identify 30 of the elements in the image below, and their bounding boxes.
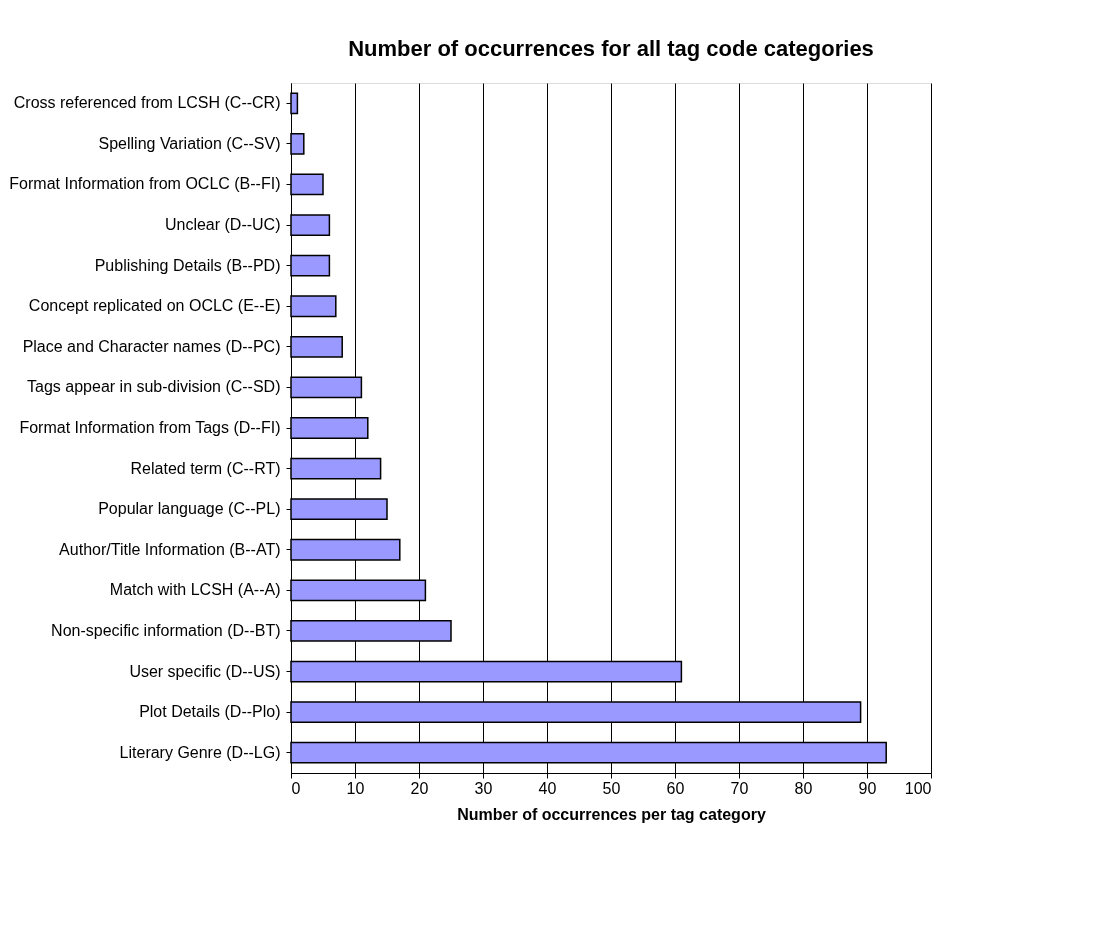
- x-tick-label: 30: [474, 779, 493, 797]
- y-tick-label: Concept replicated on OCLC (E--E): [28, 297, 281, 315]
- y-tick-label: Unclear (D--UC): [164, 216, 281, 234]
- y-tick-label: Publishing Details (B--PD): [94, 256, 281, 274]
- y-tick-label: Non-specific information (D--BT): [51, 621, 281, 639]
- y-tick-label: Place and Character names (D--PC): [22, 337, 281, 355]
- x-tick-label: 40: [538, 779, 557, 797]
- x-tick-label: 60: [666, 779, 685, 797]
- x-tick-label: 90: [858, 779, 877, 797]
- y-tick-label: Popular language (C--PL): [98, 500, 281, 518]
- y-tick-label: Plot Details (D--Plo): [139, 703, 281, 721]
- x-tick-label: 70: [730, 779, 749, 797]
- x-tick-label: 100: [904, 779, 932, 797]
- y-tick-label: Format Information from Tags (D--FI): [19, 419, 281, 436]
- y-tick-label: User specific (D--US): [129, 662, 281, 680]
- x-axis-title: Number of occurrences per tag category: [457, 805, 766, 823]
- y-tick-label: Cross referenced from LCSH (C--CR): [13, 94, 281, 112]
- y-tick-label: Related term (C--RT): [130, 459, 281, 477]
- y-tick-label: Tags appear in sub-division (C--SD): [27, 378, 281, 396]
- x-tick-label: 80: [794, 779, 813, 797]
- chart-title: Number of occurrences for all tag code categories: [348, 36, 874, 61]
- x-tick-label: 20: [410, 779, 429, 797]
- y-tick-label: Format Information from OCLC (B--FI): [9, 175, 281, 193]
- y-tick-label: Match with LCSH (A--A): [109, 581, 281, 599]
- x-tick-label: 50: [602, 779, 621, 797]
- y-tick-label: Literary Genre (D--LG): [119, 743, 281, 761]
- x-tick-label: 0: [291, 779, 301, 797]
- x-tick-label: 10: [346, 779, 365, 797]
- y-tick-label: Author/Title Information (B--AT): [59, 540, 281, 558]
- y-tick-label: Spelling Variation (C--SV): [98, 134, 281, 152]
